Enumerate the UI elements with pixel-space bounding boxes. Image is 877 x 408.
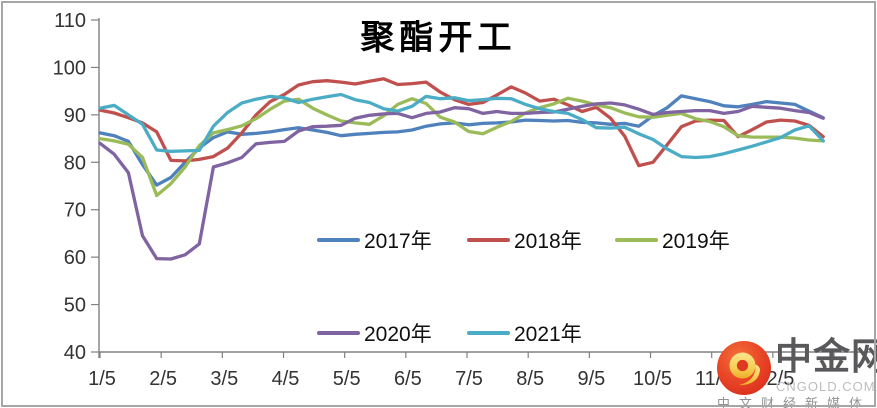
x-tick-label: 10/5	[633, 368, 672, 390]
x-tick-label: 8/5	[516, 368, 544, 390]
y-tick-label: 110	[54, 10, 86, 32]
series-line-2020年	[98, 101, 825, 261]
y-tick-label: 60	[64, 247, 86, 269]
x-tick-label: 7/5	[455, 368, 483, 390]
legend-label-2018: 2018年	[514, 229, 582, 253]
y-tick-label: 50	[64, 295, 86, 317]
x-tick-label: 9/5	[577, 368, 605, 390]
y-tick-label: 80	[64, 152, 86, 174]
y-tick-label: 90	[64, 105, 86, 127]
legend-item-2021: 2021年	[467, 321, 582, 346]
legend-marker-2017	[317, 237, 360, 242]
y-tick-label: 70	[64, 200, 86, 222]
cngold-watermark: 中金网 CNGOLD.COM.CN 中文财经新媒体	[714, 336, 877, 408]
legend-marker-2018	[467, 237, 510, 242]
legend-item-2020: 2020年	[317, 321, 432, 346]
series-line-2019年	[98, 96, 825, 198]
watermark-domain: CNGOLD.COM.CN	[776, 379, 877, 394]
legend-marker-2019	[615, 237, 658, 242]
y-tick-label: 100	[53, 57, 86, 79]
x-tick-label: 2/5	[149, 368, 177, 390]
legend-label-2019: 2019年	[662, 229, 730, 253]
legend-marker-2020	[317, 330, 360, 335]
cngold-logo-icon	[717, 341, 771, 395]
x-tick-label: 6/5	[394, 368, 422, 390]
chart-title: 聚酯开工	[360, 20, 517, 57]
x-tick-label: 1/5	[88, 368, 116, 390]
legend-label-2020: 2020年	[364, 322, 432, 346]
series-line-2017年	[98, 94, 825, 187]
x-tick-label: 5/5	[333, 368, 361, 390]
y-tick-label: 40	[64, 342, 86, 364]
x-tick-label: 3/5	[210, 368, 238, 390]
legend-item-2018: 2018年	[467, 228, 582, 253]
watermark-brand: 中金网	[775, 336, 877, 377]
legend-item-2017: 2017年	[317, 228, 432, 253]
watermark-tagline: 中文财经新媒体	[717, 396, 872, 408]
series-line-2021年	[98, 92, 825, 160]
x-tick-label: 4/5	[272, 368, 300, 390]
legend-label-2017: 2017年	[364, 229, 432, 253]
legend-item-2019: 2019年	[615, 228, 730, 253]
legend-marker-2021	[467, 330, 510, 335]
legend-label-2021: 2021年	[514, 322, 582, 346]
